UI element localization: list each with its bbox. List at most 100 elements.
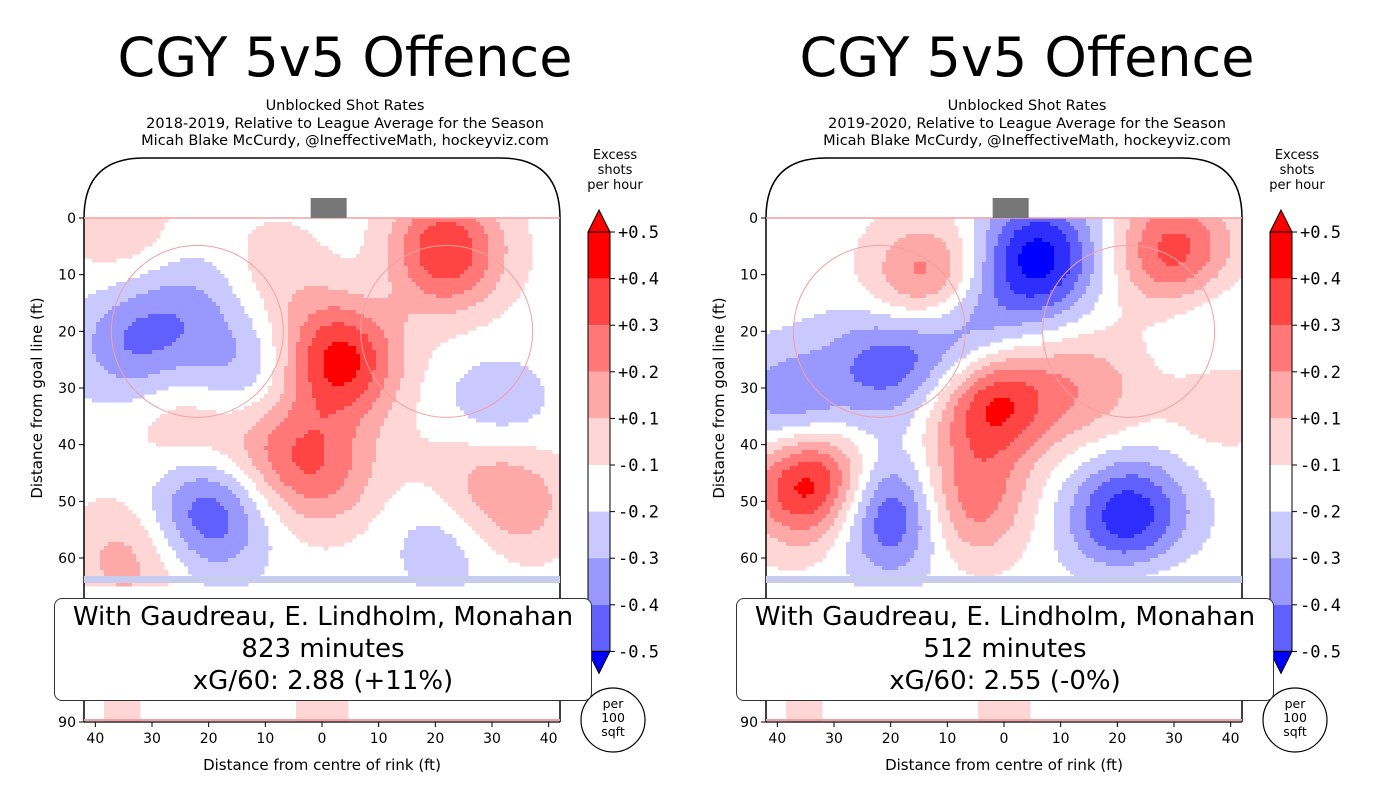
heat-cell — [372, 310, 377, 315]
heat-cell — [332, 322, 337, 327]
heat-cell — [140, 554, 145, 559]
heat-cell — [364, 350, 369, 355]
heat-cell — [348, 306, 353, 311]
heat-cell — [248, 562, 253, 567]
heat-cell — [188, 278, 193, 283]
heat-cell — [100, 254, 105, 259]
heat-cell — [256, 482, 261, 487]
heat-cell — [172, 270, 177, 275]
heat-cell — [244, 534, 249, 539]
heat-cell — [316, 266, 321, 271]
heat-cell — [212, 314, 217, 319]
heat-cell — [216, 306, 221, 311]
heat-cell — [196, 294, 201, 299]
heat-cell — [132, 554, 137, 559]
heat-cell — [212, 474, 217, 479]
heat-cell — [336, 322, 341, 327]
heat-cell — [336, 286, 341, 291]
heat-cell — [364, 334, 369, 339]
heat-cell — [356, 442, 361, 447]
heat-cell — [248, 406, 253, 411]
heat-cell — [252, 430, 257, 435]
heat-cell — [92, 298, 97, 303]
heat-cell — [244, 558, 249, 563]
heat-cell — [96, 510, 101, 515]
heat-cell — [204, 518, 209, 523]
heat-cell — [168, 262, 173, 267]
heat-cell — [136, 394, 141, 399]
heat-cell — [340, 286, 345, 291]
heat-cell — [244, 570, 249, 575]
heat-cell — [324, 466, 329, 471]
heat-cell — [284, 386, 289, 391]
heat-cell — [244, 334, 249, 339]
heat-cell — [284, 422, 289, 427]
heat-cell — [140, 298, 145, 303]
heat-cell — [128, 570, 133, 575]
heat-cell — [212, 342, 217, 347]
heat-cell — [116, 302, 121, 307]
heat-cell — [288, 434, 293, 439]
heat-cell — [300, 538, 305, 543]
heat-cell — [260, 462, 265, 467]
heat-cell — [296, 522, 301, 527]
heat-cell — [176, 270, 181, 275]
heat-cell — [376, 394, 381, 399]
heat-cell — [220, 450, 225, 455]
heat-cell — [256, 342, 261, 347]
heat-cell — [132, 366, 137, 371]
heat-cell — [208, 490, 213, 495]
heat-cell — [116, 562, 121, 567]
heat-cell — [132, 526, 137, 531]
heat-cell — [356, 290, 361, 295]
heat-cell — [308, 506, 313, 511]
heat-cell — [176, 470, 181, 475]
heat-cell — [288, 254, 293, 259]
heat-cell — [364, 366, 369, 371]
heat-cell — [340, 358, 345, 363]
heat-cell — [112, 254, 117, 259]
heat-cell — [204, 478, 209, 483]
heat-cell — [268, 546, 273, 551]
heat-cell — [336, 366, 341, 371]
heat-cell — [260, 458, 265, 463]
heat-cell — [188, 430, 193, 435]
heat-cell — [204, 554, 209, 559]
heat-cell — [364, 398, 369, 403]
heat-cell — [232, 350, 237, 355]
heat-cell — [212, 358, 217, 363]
heat-cell — [260, 438, 265, 443]
heat-cell — [372, 466, 377, 471]
heat-cell — [200, 554, 205, 559]
heat-cell — [180, 422, 185, 427]
heat-cell — [188, 482, 193, 487]
heat-cell — [332, 358, 337, 363]
heat-cell — [256, 530, 261, 535]
heat-cell — [116, 334, 121, 339]
heat-cell — [252, 454, 257, 459]
heat-cell — [236, 370, 241, 375]
heat-cell — [316, 246, 321, 251]
heat-cell — [292, 254, 297, 259]
heat-cell — [84, 334, 89, 339]
heat-cell — [320, 478, 325, 483]
heat-cell — [284, 266, 289, 271]
heat-cell — [308, 298, 313, 303]
heat-cell — [288, 410, 293, 415]
heat-cell — [252, 478, 257, 483]
heat-cell — [284, 438, 289, 443]
heat-cell — [124, 370, 129, 375]
heat-cell — [172, 330, 177, 335]
heat-cell — [172, 326, 177, 331]
heat-cell — [112, 238, 117, 243]
heat-cell — [328, 374, 333, 379]
heat-cell — [180, 466, 185, 471]
heat-cell — [332, 394, 337, 399]
heat-cell — [244, 454, 249, 459]
heat-cell — [324, 346, 329, 351]
heat-cell — [332, 282, 337, 287]
heat-cell — [368, 226, 373, 231]
heat-cell — [208, 558, 213, 563]
heat-cell — [188, 354, 193, 359]
heat-cell — [288, 294, 293, 299]
